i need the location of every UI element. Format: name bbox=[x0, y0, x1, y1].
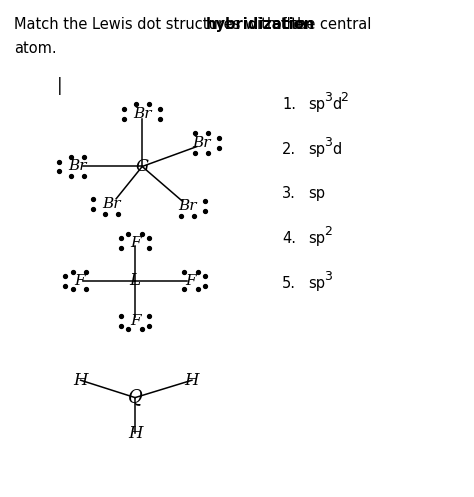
Text: 5.: 5. bbox=[282, 276, 296, 291]
Text: 3.: 3. bbox=[282, 186, 296, 201]
Text: Br: Br bbox=[178, 199, 197, 213]
Text: sp: sp bbox=[308, 186, 325, 201]
Text: Match the Lewis dot structures with the: Match the Lewis dot structures with the bbox=[14, 17, 310, 32]
Text: F: F bbox=[186, 274, 196, 288]
Text: Br: Br bbox=[133, 107, 152, 121]
Text: Br: Br bbox=[192, 136, 211, 150]
Text: of the central: of the central bbox=[268, 17, 372, 32]
Text: Br: Br bbox=[68, 160, 87, 173]
Text: sp: sp bbox=[308, 97, 325, 112]
Text: 1.: 1. bbox=[282, 97, 296, 112]
Text: 2: 2 bbox=[324, 225, 332, 238]
Text: L: L bbox=[129, 272, 141, 289]
Text: F: F bbox=[130, 236, 140, 249]
Text: sp: sp bbox=[308, 231, 325, 246]
Text: 2.: 2. bbox=[282, 142, 296, 157]
Text: 3: 3 bbox=[324, 136, 332, 149]
Text: H: H bbox=[185, 372, 199, 389]
Text: 3: 3 bbox=[324, 91, 332, 104]
Text: H: H bbox=[73, 372, 88, 389]
Text: 4.: 4. bbox=[282, 231, 296, 246]
Text: 2: 2 bbox=[340, 91, 348, 104]
Text: Br: Br bbox=[102, 197, 121, 211]
Text: G: G bbox=[136, 158, 149, 175]
Text: sp: sp bbox=[308, 276, 325, 291]
Text: 3: 3 bbox=[324, 270, 332, 283]
Text: atom.: atom. bbox=[14, 41, 57, 56]
Text: d: d bbox=[332, 97, 341, 112]
Text: |: | bbox=[56, 78, 62, 95]
Text: d: d bbox=[332, 142, 341, 157]
Text: sp: sp bbox=[308, 142, 325, 157]
Text: Q: Q bbox=[128, 389, 143, 407]
Text: H: H bbox=[128, 425, 142, 442]
Text: F: F bbox=[130, 314, 140, 328]
Text: F: F bbox=[74, 274, 84, 288]
Text: hybridization: hybridization bbox=[206, 17, 315, 32]
